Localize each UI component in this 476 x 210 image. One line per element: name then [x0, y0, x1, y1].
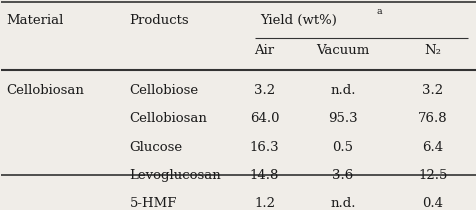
Text: 3.2: 3.2	[421, 84, 443, 97]
Text: 16.3: 16.3	[249, 140, 279, 154]
Text: Glucose: Glucose	[129, 140, 182, 154]
Text: 64.0: 64.0	[249, 112, 279, 125]
Text: 6.4: 6.4	[421, 140, 443, 154]
Text: 5-HMF: 5-HMF	[129, 197, 177, 210]
Text: Cellobiose: Cellobiose	[129, 84, 198, 97]
Text: Cellobiosan: Cellobiosan	[6, 84, 84, 97]
Text: 95.3: 95.3	[327, 112, 357, 125]
Text: Cellobiosan: Cellobiosan	[129, 112, 207, 125]
Text: Vacuum: Vacuum	[316, 44, 369, 57]
Text: 0.4: 0.4	[422, 197, 443, 210]
Text: 3.2: 3.2	[254, 84, 275, 97]
Text: Products: Products	[129, 14, 188, 27]
Text: Yield (wt%): Yield (wt%)	[259, 14, 336, 27]
Text: 76.8: 76.8	[417, 112, 447, 125]
Text: Levoglucosan: Levoglucosan	[129, 169, 221, 182]
Text: Air: Air	[254, 44, 274, 57]
Text: 0.5: 0.5	[332, 140, 353, 154]
Text: n.d.: n.d.	[329, 84, 355, 97]
Text: Material: Material	[6, 14, 63, 27]
Text: 14.8: 14.8	[249, 169, 278, 182]
Text: a: a	[375, 7, 381, 16]
Text: 3.6: 3.6	[331, 169, 353, 182]
Text: 12.5: 12.5	[417, 169, 446, 182]
Text: n.d.: n.d.	[329, 197, 355, 210]
Text: N₂: N₂	[424, 44, 440, 57]
Text: 1.2: 1.2	[254, 197, 275, 210]
